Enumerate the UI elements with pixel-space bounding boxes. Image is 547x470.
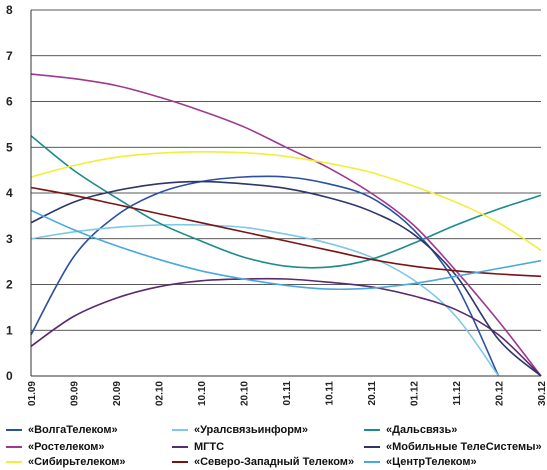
x-tick-label: 30.12 <box>537 381 547 406</box>
legend-swatch <box>6 446 22 448</box>
y-axis-ticks: 0 1 2 3 4 5 6 7 8 <box>6 3 13 383</box>
x-tick-label: 11.12 <box>452 381 463 406</box>
legend-label: «Сибирьтелеком» <box>28 456 126 468</box>
legend-item: «ВолгаТелеком» <box>6 422 118 438</box>
x-tick-label: 10.11 <box>325 381 336 406</box>
series-line-8 <box>30 186 542 278</box>
grid-lines <box>31 9 541 331</box>
y-tick-label: 6 <box>6 95 13 109</box>
y-tick-label: 1 <box>6 323 13 337</box>
series-line-4 <box>30 73 542 377</box>
series-line-3 <box>30 135 542 269</box>
series-line-7 <box>30 150 542 251</box>
legend-item: «Мобильные ТелеСистемы» <box>364 439 542 455</box>
line-chart: 0 1 2 3 4 5 6 7 8 01.09 09.09 20.09 02.10 10.10 20.10… <box>6 3 547 406</box>
legend-item: «ЦентрТелеком» <box>364 454 477 470</box>
legend-swatch <box>364 429 380 431</box>
legend-swatch <box>364 446 380 448</box>
series-line-2 <box>30 223 500 377</box>
y-tick-label: 7 <box>6 49 13 63</box>
x-tick-label: 01.12 <box>410 381 421 406</box>
legend-swatch <box>6 461 22 463</box>
series-line-9 <box>30 209 542 291</box>
series-lines <box>30 73 542 377</box>
legend-swatch <box>172 429 188 431</box>
series-line-6 <box>30 180 542 377</box>
legend-item: «Дальсвязь» <box>364 422 457 438</box>
x-tick-label: 02.10 <box>155 381 166 406</box>
y-tick-label: 2 <box>6 278 13 292</box>
x-tick-label: 01.11 <box>282 381 293 406</box>
x-tick-label: 20.10 <box>240 381 251 406</box>
legend-label: «Дальсвязь» <box>386 424 458 436</box>
y-tick-label: 3 <box>6 232 13 246</box>
legend-label: «Мобильные ТелеСистемы» <box>386 441 542 453</box>
x-tick-label: 01.09 <box>27 381 38 406</box>
legend-item: «Северо-Западный Телеком» <box>172 454 354 470</box>
legend-label: «Северо-Западный Телеком» <box>194 456 355 468</box>
legend-label: «ЦентрТелеком» <box>386 456 477 468</box>
legend-item: «Ростелеком» <box>6 439 105 455</box>
legend-swatch <box>172 446 188 448</box>
x-tick-label: 10.10 <box>197 381 208 406</box>
legend-label: «Уралсвязьинформ» <box>194 424 309 436</box>
series-line-5 <box>30 277 542 377</box>
x-tick-label: 09.09 <box>70 381 81 406</box>
y-tick-label: 0 <box>6 369 13 383</box>
x-tick-label: 20.09 <box>112 381 123 406</box>
legend-swatch <box>6 429 22 431</box>
series-line-1 <box>30 175 500 377</box>
legend-item: МГТС <box>172 439 224 455</box>
x-axis-ticks: 01.09 09.09 20.09 02.10 10.10 20.10 01.11 10.11… <box>27 381 547 406</box>
legend-label: МГТС <box>194 441 225 453</box>
legend-item: «Сибирьтелеком» <box>6 454 126 470</box>
legend-label: «ВолгаТелеком» <box>28 424 118 436</box>
legend-swatch <box>364 461 380 463</box>
x-tick-label: 20.11 <box>367 381 378 406</box>
legend-label: «Ростелеком» <box>28 441 105 453</box>
y-tick-label: 4 <box>6 186 13 200</box>
y-tick-label: 8 <box>6 3 13 17</box>
legend-swatch <box>172 461 188 463</box>
x-tick-label: 20.12 <box>495 381 506 406</box>
legend-item: «Уралсвязьинформ» <box>172 422 308 438</box>
y-tick-label: 5 <box>6 140 13 154</box>
